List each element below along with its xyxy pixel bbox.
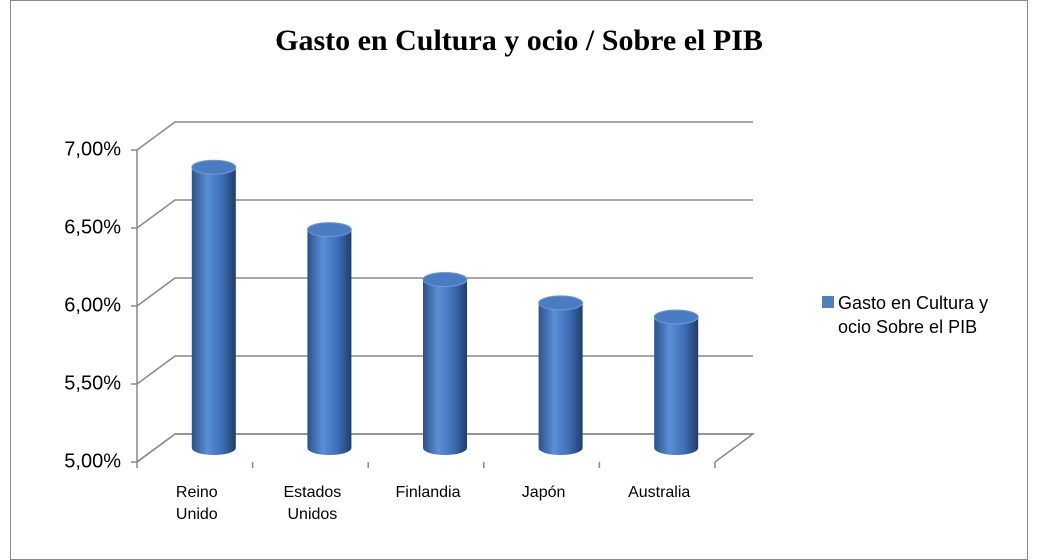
bar-top — [306, 222, 352, 238]
bar — [423, 279, 467, 448]
chart-title: Gasto en Cultura y ocio / Sobre el PIB — [275, 24, 763, 57]
bar — [307, 229, 352, 448]
chart: Gasto en Cultura y ocio / Sobre el PIB 5… — [10, 0, 1028, 560]
bar-top — [191, 159, 237, 175]
grid-line — [136, 277, 753, 307]
legend-label: Gasto en Cultura y ocio Sobre el PIB — [838, 293, 989, 337]
bar — [654, 316, 699, 448]
y-tick-label: 7,00% — [64, 138, 121, 160]
bar — [191, 167, 236, 448]
grid-line — [136, 121, 753, 151]
bar — [538, 302, 583, 448]
legend-swatch — [822, 296, 834, 308]
x-tick-label: Estados Unidos — [283, 484, 342, 523]
y-tick-label: 6,00% — [64, 294, 121, 316]
plot: 5,00% 5,50% 6,00% 6,50% 7,00% — [64, 121, 834, 472]
y-tick-label: 5,00% — [64, 450, 121, 472]
y-tick-label: 5,50% — [64, 372, 121, 394]
bar-top — [422, 272, 468, 288]
x-tick-label: Reino Unido — [175, 484, 218, 523]
x-tick-label: Finlandia — [395, 484, 461, 501]
bar-top — [653, 309, 699, 325]
x-tick-label: Japón — [521, 484, 566, 501]
grid-line — [136, 199, 753, 229]
x-tick-label: Australia — [628, 484, 691, 501]
bar-top — [538, 295, 584, 311]
y-tick-label: 6,50% — [64, 216, 121, 238]
